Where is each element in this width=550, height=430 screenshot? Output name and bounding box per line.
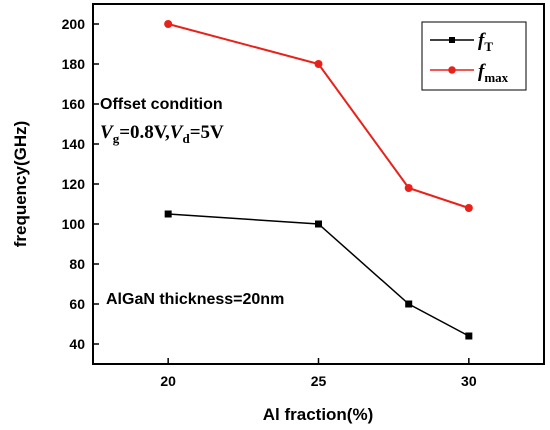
- y-tick-label-80: 80: [69, 256, 85, 272]
- point-fmax-20: [164, 20, 173, 28]
- y-tick-label-180: 180: [62, 56, 86, 72]
- x-tick-label-30: 30: [461, 373, 477, 389]
- bias-condition-label: Vg=0.8V,Vd=5V: [100, 122, 224, 146]
- series-fmax: [164, 20, 473, 212]
- y-tick-label-120: 120: [62, 176, 86, 192]
- point-fT-20: [164, 210, 172, 218]
- legend-fmax-marker: [448, 66, 456, 74]
- x-axis-ticks: 20 25 30: [160, 358, 477, 389]
- y-tick-label-40: 40: [69, 336, 85, 352]
- y-tick-label-160: 160: [62, 96, 86, 112]
- point-fT-30: [465, 332, 473, 340]
- point-fmax-28: [404, 184, 413, 192]
- legend-ft-label: fT: [478, 30, 493, 54]
- point-fmax-25: [314, 60, 323, 68]
- algan-thickness-label: AlGaN thickness=20nm: [106, 291, 284, 308]
- point-fmax-30: [464, 204, 473, 212]
- x-tick-label-20: 20: [160, 373, 176, 389]
- offset-condition-label: Offset condition: [100, 96, 223, 113]
- series-line-fmax: [167, 23, 470, 209]
- y-tick-label-60: 60: [69, 296, 85, 312]
- x-tick-label-25: 25: [311, 373, 327, 389]
- series-fT: [164, 210, 473, 340]
- series-line-fT: [168, 213, 470, 337]
- y-tick-label-200: 200: [62, 16, 86, 32]
- legend-box: [421, 21, 527, 91]
- y-axis-title: frequency(GHz): [11, 121, 30, 248]
- legend-ft-marker: [449, 37, 455, 43]
- y-tick-label-100: 100: [62, 216, 86, 232]
- y-axis-ticks: 40 60 80 100 120 140 160 180 200: [62, 16, 99, 352]
- y-tick-label-140: 140: [62, 136, 86, 152]
- x-axis-title: Al fraction(%): [263, 405, 374, 424]
- legend-fmax-label: fmax: [478, 61, 509, 85]
- point-fT-28: [405, 300, 413, 308]
- point-fT-25: [315, 220, 322, 228]
- legend: fT fmax: [421, 21, 527, 91]
- series-layer: [164, 20, 473, 340]
